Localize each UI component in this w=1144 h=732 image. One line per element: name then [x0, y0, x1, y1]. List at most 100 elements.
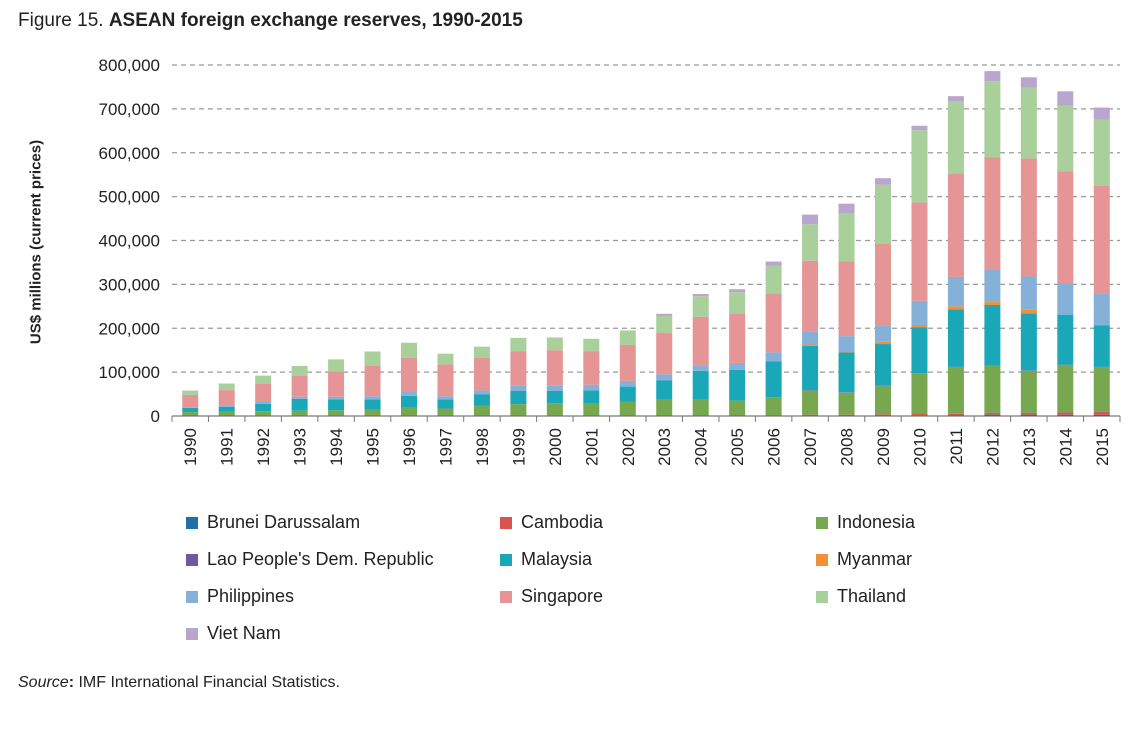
- bar-segment: [875, 341, 891, 345]
- bar-segment: [984, 269, 1001, 302]
- bar-segment: [765, 352, 782, 362]
- bar-segment: [765, 261, 782, 266]
- bar-segment: [546, 390, 563, 404]
- legend-label: Indonesia: [837, 512, 916, 532]
- source-label: Source: [18, 674, 69, 691]
- legend-swatch: [500, 553, 512, 566]
- bar-segment: [255, 401, 272, 404]
- bar-segment: [802, 414, 819, 416]
- bar-segment: [765, 361, 782, 398]
- bar-segment: [1020, 77, 1037, 88]
- bar-segment: [1020, 414, 1037, 416]
- legend-swatch: [816, 553, 828, 566]
- bar-segment: [802, 214, 819, 225]
- bar-segment: [802, 345, 819, 391]
- bar-segment: [984, 81, 1001, 158]
- bar-segment: [1093, 367, 1110, 412]
- bar-segment: [656, 374, 673, 381]
- bar-segment: [1093, 119, 1110, 186]
- bar-segment: [473, 390, 490, 395]
- bar-segment: [255, 383, 272, 402]
- bar-segment: [401, 391, 417, 396]
- bar-segment: [984, 414, 1001, 416]
- bar-segment: [619, 380, 636, 387]
- legend-item: Brunei Darussalam: [186, 512, 360, 533]
- bar-segment: [875, 414, 891, 416]
- bar-segment: [1093, 107, 1110, 120]
- bar-segment: [546, 350, 563, 386]
- x-tick-label: 2011: [947, 428, 966, 465]
- x-tick-label: 1997: [436, 428, 455, 466]
- x-tick-label: 1995: [364, 428, 383, 466]
- bar-segment: [218, 383, 235, 391]
- legend-item: Cambodia: [500, 512, 603, 533]
- chart-title: Figure 15. ASEAN foreign exchange reserv…: [18, 10, 523, 32]
- bar-segment: [656, 332, 673, 375]
- legend-label: Malaysia: [521, 549, 593, 569]
- bar-segment: [218, 390, 235, 406]
- legend-swatch: [186, 627, 198, 640]
- bar-segment: [1093, 325, 1110, 367]
- x-tick-label: 1992: [254, 428, 273, 466]
- bar-segment: [291, 398, 308, 411]
- bar-segment: [838, 213, 855, 262]
- x-tick-label: 1990: [181, 428, 200, 466]
- bar-segment: [546, 403, 563, 416]
- bar-segment: [729, 400, 746, 416]
- bar-segment: [328, 396, 345, 400]
- bar-segment: [729, 362, 746, 370]
- bar-segment: [656, 399, 673, 416]
- bar-segment: [255, 403, 272, 412]
- bar-segment: [838, 414, 855, 416]
- bar-segment: [510, 390, 527, 405]
- x-tick-label: 2015: [1093, 428, 1112, 466]
- x-tick-label: 2008: [838, 428, 857, 466]
- bar-segment: [473, 357, 490, 391]
- bar-segment: [947, 415, 964, 416]
- bar-segment: [182, 407, 199, 413]
- legend-label: Lao People's Dem. Republic: [207, 549, 434, 569]
- bar-segment: [911, 415, 928, 416]
- bar-segment: [510, 351, 527, 386]
- source-text: IMF International Financial Statistics.: [74, 674, 340, 691]
- bar-segment: [911, 414, 928, 416]
- bar-segment: [802, 344, 819, 346]
- bar-segment: [875, 184, 891, 245]
- legend-label: Viet Nam: [207, 623, 281, 643]
- bar-segment: [291, 375, 308, 397]
- bar-segment: [619, 344, 636, 381]
- bar-segment: [510, 337, 527, 352]
- bar-segment: [401, 407, 417, 416]
- bar-segment: [692, 316, 709, 366]
- legend-label: Singapore: [521, 586, 604, 606]
- bar-segment: [218, 405, 235, 407]
- bar-segment: [656, 380, 673, 400]
- figure-title: ASEAN foreign exchange reserves, 1990-20…: [108, 10, 523, 31]
- bar-segment: [729, 369, 746, 401]
- legend-item: Singapore: [500, 586, 603, 607]
- y-tick-label: 300,000: [99, 275, 160, 294]
- bar-segment: [291, 410, 308, 416]
- x-tick-label: 2003: [655, 428, 674, 466]
- bar-segment: [218, 406, 235, 412]
- bar-segment: [984, 412, 1001, 415]
- bar-segment: [255, 375, 272, 384]
- legend-item: Lao People's Dem. Republic: [186, 549, 434, 570]
- bar-segment: [437, 399, 454, 409]
- x-tick-label: 2000: [546, 428, 565, 466]
- bar-segment: [875, 244, 891, 326]
- y-tick-label: 100,000: [99, 363, 160, 382]
- bar-segment: [401, 357, 417, 392]
- bar-segment: [729, 292, 746, 314]
- bar-segment: [984, 365, 1001, 413]
- bar-segment: [328, 359, 345, 372]
- source-note: Source: IMF International Financial Stat…: [18, 674, 340, 692]
- bar-segment: [838, 203, 855, 214]
- bar-segment: [765, 265, 782, 294]
- bar-segment: [473, 394, 490, 406]
- y-tick-label: 700,000: [99, 100, 160, 119]
- bar-segment: [328, 410, 345, 416]
- legend-item: Indonesia: [816, 512, 915, 533]
- figure-label: Figure 15.: [18, 10, 104, 31]
